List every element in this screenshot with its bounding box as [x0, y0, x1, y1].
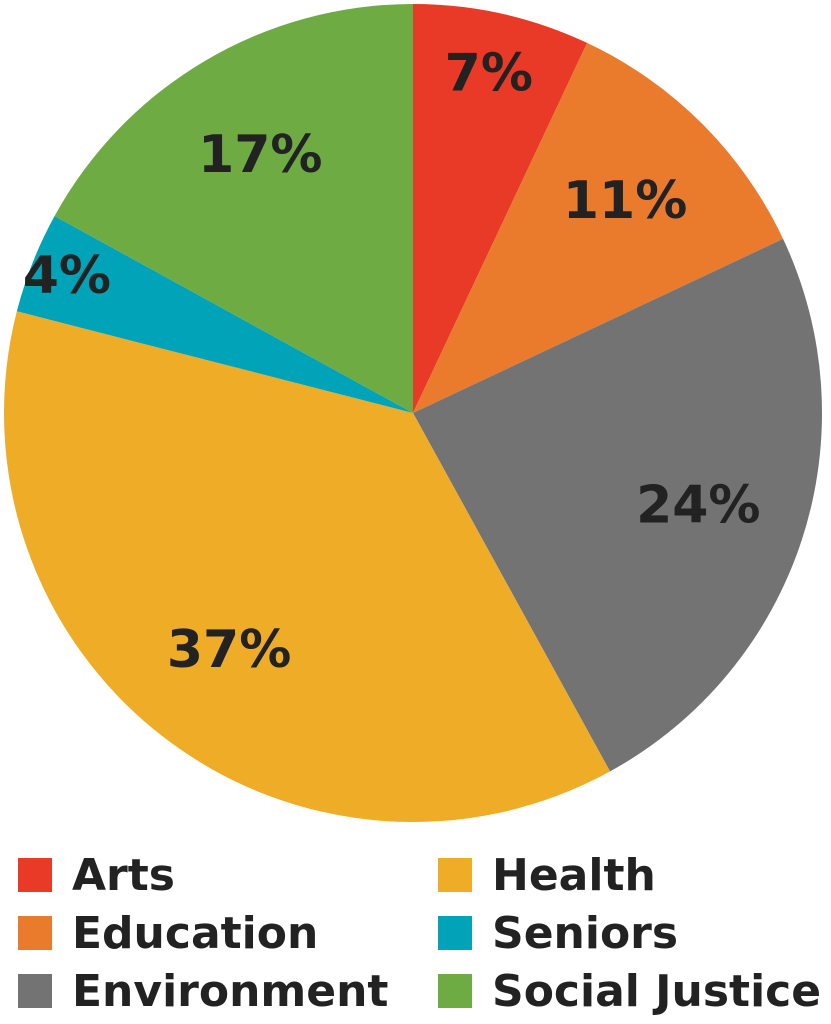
legend-swatch-education	[18, 916, 52, 950]
pie-labels: 7% 11% 24% 37% 4% 17%	[23, 44, 761, 680]
pie-slice-seniors	[16, 215, 413, 413]
legend-label-health: Health	[492, 849, 656, 901]
slice-label-environment: 24%	[636, 476, 760, 536]
legend-swatch-arts	[18, 858, 52, 892]
pie-slice-social-justice	[54, 4, 414, 413]
legend-swatch-social-justice	[438, 974, 472, 1008]
legend-label-social-justice: Social Justice	[492, 965, 822, 1017]
pie-slice-environment	[413, 238, 822, 772]
slice-label-health: 37%	[167, 620, 291, 680]
pie-slice-arts	[413, 4, 588, 413]
slice-label-social-justice: 17%	[198, 125, 322, 185]
legend-swatch-health	[438, 858, 472, 892]
legend-item-health: Health	[438, 846, 828, 904]
legend-item-environment: Environment	[18, 962, 438, 1020]
legend-item-seniors: Seniors	[438, 904, 828, 962]
legend-label-environment: Environment	[72, 965, 389, 1017]
legend-label-arts: Arts	[72, 849, 175, 901]
legend-swatch-environment	[18, 974, 52, 1008]
legend-item-social-justice: Social Justice	[438, 962, 828, 1020]
legend: Arts Health Education Seniors Environmen…	[18, 846, 828, 1020]
legend-label-seniors: Seniors	[492, 907, 679, 959]
slice-label-seniors: 4%	[23, 246, 111, 306]
legend-label-education: Education	[72, 907, 319, 959]
slice-label-arts: 7%	[445, 44, 533, 104]
slice-label-education: 11%	[563, 171, 687, 231]
legend-item-arts: Arts	[18, 846, 438, 904]
pie-chart: 7% 11% 24% 37% 4% 17%	[4, 4, 822, 823]
pie-slice-health	[4, 311, 611, 823]
legend-item-education: Education	[18, 904, 438, 962]
pie-slice-education	[413, 42, 784, 414]
legend-swatch-seniors	[438, 916, 472, 950]
pie-slices	[4, 4, 822, 823]
